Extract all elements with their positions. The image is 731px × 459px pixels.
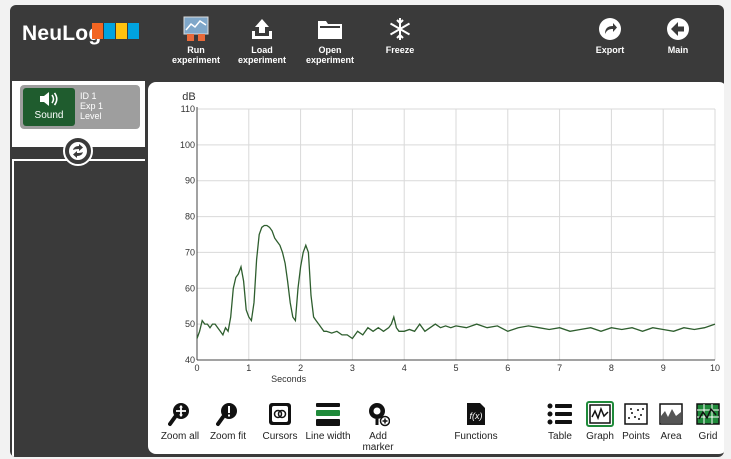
sensor-module-sound[interactable]: Sound ID 1 Exp 1 Level — [20, 85, 140, 129]
table-icon — [542, 400, 578, 428]
sidebar-panel — [12, 159, 145, 457]
points-button[interactable]: Points — [618, 400, 654, 442]
logo-square — [128, 23, 139, 39]
main-label: Main — [667, 45, 689, 55]
sensor-info: ID 1 Exp 1 Level — [80, 91, 103, 121]
run-label-1: Run — [187, 45, 205, 55]
area-icon — [653, 400, 689, 428]
x-tick-label: 10 — [710, 363, 720, 373]
line-width-label: Line width — [305, 431, 351, 442]
graph-label: Graph — [586, 431, 614, 442]
points-icon — [618, 400, 654, 428]
x-tick-label: 5 — [453, 363, 458, 373]
svg-text:f(x): f(x) — [470, 411, 483, 421]
export-label: Export — [595, 45, 625, 55]
sound-level-line — [196, 224, 716, 340]
y-axis-title: dB — [182, 91, 195, 103]
load-experiment-button[interactable]: Load experiment — [225, 15, 299, 65]
export-button[interactable]: Export — [573, 15, 647, 55]
sensor-id: ID 1 — [80, 91, 97, 101]
add-marker-icon — [358, 400, 398, 428]
x-tick-label: 0 — [194, 363, 199, 373]
add-marker-label-1: Add — [369, 431, 387, 442]
points-label: Points — [622, 431, 650, 442]
sensor-exp: Exp 1 — [80, 101, 104, 111]
x-tick-label: 9 — [661, 363, 666, 373]
graph-button[interactable]: Graph — [582, 400, 618, 442]
swap-icon — [69, 142, 87, 160]
logo-square — [92, 23, 103, 39]
area-button[interactable]: Area — [653, 400, 689, 442]
x-tick-label: 1 — [246, 363, 251, 373]
x-tick-label: 2 — [298, 363, 303, 373]
x-tick-label: 6 — [505, 363, 510, 373]
y-tick-label: 80 — [185, 212, 195, 222]
export-icon — [573, 15, 647, 43]
load-label-2: experiment — [237, 55, 287, 65]
table-label: Table — [548, 431, 572, 442]
cursors-label: Cursors — [262, 431, 298, 442]
neulog-logo: NeuLog — [22, 22, 102, 45]
y-tick-label: 70 — [185, 247, 195, 257]
y-tick-label: 50 — [185, 319, 195, 329]
add-marker-label-2: marker — [362, 442, 394, 453]
snowflake-icon — [363, 15, 437, 43]
run-experiment-button[interactable]: Run experiment — [159, 15, 233, 65]
x-axis-title: Seconds — [271, 374, 307, 384]
graph-icon — [582, 400, 618, 428]
grid-label: Grid — [698, 431, 718, 442]
open-experiment-button[interactable]: Open experiment — [293, 15, 367, 65]
functions-label: Functions — [454, 431, 498, 442]
freeze-button[interactable]: Freeze — [363, 15, 437, 55]
logo-square — [104, 23, 115, 39]
load-label-1: Load — [251, 45, 273, 55]
main-button[interactable]: Main — [641, 15, 715, 55]
app-window: NeuLog Run experiment Load experiment — [10, 5, 724, 457]
open-label-2: experiment — [305, 55, 355, 65]
zoom-all-button[interactable]: Zoom all — [160, 400, 200, 442]
zoom-fit-label: Zoom fit — [209, 431, 247, 442]
x-tick-label: 3 — [350, 363, 355, 373]
functions-icon: f(x) — [451, 400, 501, 428]
grid-icon — [690, 400, 724, 428]
cursors-button[interactable]: Cursors — [260, 400, 300, 442]
speaker-icon — [23, 88, 75, 110]
grid-button[interactable]: Grid — [690, 400, 724, 442]
sensor-level: Level — [80, 111, 102, 121]
y-tick-label: 90 — [185, 176, 195, 186]
zoom-fit-icon — [208, 400, 248, 428]
y-tick-label: 110 — [181, 104, 195, 114]
freeze-label: Freeze — [385, 45, 415, 55]
logo-square — [116, 23, 127, 39]
sensor-name: Sound — [34, 110, 64, 121]
sound-level-chart[interactable]: 40 50 60 70 80 90 100 110 0 1 2 3 4 5 6 7 8 9 10 dB Seconds — [148, 82, 724, 392]
y-tick-label: 60 — [185, 283, 195, 293]
zoom-fit-button[interactable]: Zoom fit — [208, 400, 248, 442]
main-panel: 40 50 60 70 80 90 100 110 0 1 2 3 4 5 6 7 8 9 10 dB Seconds … — [148, 82, 724, 454]
x-tick-label: 8 — [609, 363, 614, 373]
folder-icon — [293, 15, 367, 43]
zoom-all-label: Zoom all — [160, 431, 200, 442]
line-width-icon — [305, 400, 351, 428]
open-label-1: Open — [318, 45, 342, 55]
run-label-2: experiment — [171, 55, 221, 65]
sensor-tile: Sound — [23, 88, 75, 126]
x-tick-label: 4 — [402, 363, 407, 373]
area-label: Area — [660, 431, 682, 442]
cursors-icon — [260, 400, 300, 428]
y-tick-label: 100 — [180, 140, 195, 150]
swap-sensors-button[interactable] — [63, 136, 93, 166]
x-tick-label: 7 — [557, 363, 562, 373]
line-width-button[interactable]: Line width — [305, 400, 351, 442]
run-experiment-icon — [159, 15, 233, 43]
functions-button[interactable]: f(x) Functions — [451, 400, 501, 442]
logo-squares — [92, 23, 140, 39]
upload-icon — [225, 15, 299, 43]
table-button[interactable]: Table — [542, 400, 578, 442]
y-tick-label: 40 — [185, 355, 195, 365]
zoom-all-icon — [160, 400, 200, 428]
add-marker-button[interactable]: Add marker — [358, 400, 398, 453]
back-arrow-icon — [641, 15, 715, 43]
